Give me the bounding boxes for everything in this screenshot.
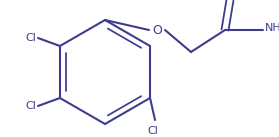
Text: NH: NH (265, 23, 279, 33)
Text: Cl: Cl (25, 101, 36, 111)
Text: O: O (152, 24, 162, 36)
Text: Cl: Cl (25, 33, 36, 43)
Text: Cl: Cl (148, 126, 158, 136)
